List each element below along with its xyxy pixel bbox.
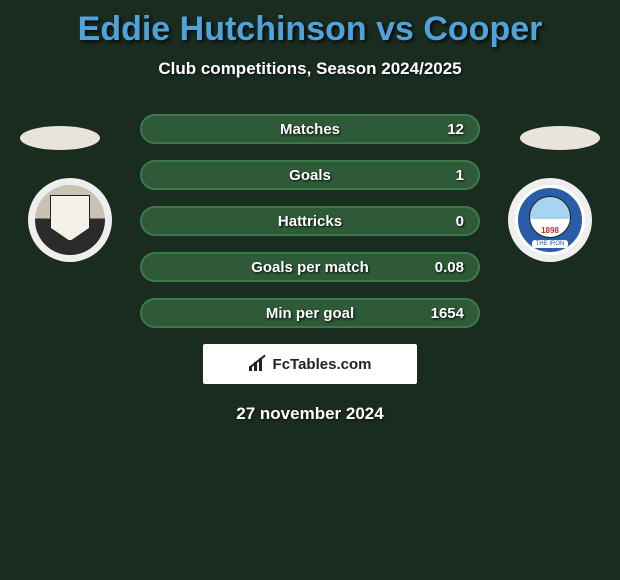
chart-icon xyxy=(249,357,267,371)
stat-value: 0 xyxy=(456,213,464,230)
stat-value: 0.08 xyxy=(435,259,464,276)
stat-label: Min per goal xyxy=(266,305,354,322)
stat-label: Hattricks xyxy=(278,213,342,230)
attribution-text: FcTables.com xyxy=(273,356,372,373)
crest-left xyxy=(28,178,112,262)
stat-row: Goals per match 0.08 xyxy=(140,252,480,282)
crest-right: 1898 THE IRON xyxy=(508,178,592,262)
stat-row: Goals 1 xyxy=(140,160,480,190)
date: 27 november 2024 xyxy=(0,404,620,424)
crest-left-inner xyxy=(35,185,105,255)
player-right-oval xyxy=(520,126,600,150)
subtitle: Club competitions, Season 2024/2025 xyxy=(0,59,620,79)
crest-right-inner: 1898 THE IRON xyxy=(515,185,585,255)
stat-label: Matches xyxy=(280,121,340,138)
stat-value: 1654 xyxy=(431,305,464,322)
attribution-badge[interactable]: FcTables.com xyxy=(203,344,417,384)
page-title: Eddie Hutchinson vs Cooper xyxy=(0,0,620,49)
stat-row: Matches 12 xyxy=(140,114,480,144)
stat-label: Goals xyxy=(289,167,331,184)
stats-container: Matches 12 Goals 1 Hattricks 0 Goals per… xyxy=(140,114,480,328)
player-left-oval xyxy=(20,126,100,150)
stat-value: 1 xyxy=(456,167,464,184)
shield-icon xyxy=(50,195,90,241)
crest-motto: THE IRON xyxy=(532,240,569,248)
stat-row: Min per goal 1654 xyxy=(140,298,480,328)
crest-year: 1898 xyxy=(541,226,559,235)
stat-value: 12 xyxy=(447,121,464,138)
stat-label: Goals per match xyxy=(251,259,369,276)
stat-row: Hattricks 0 xyxy=(140,206,480,236)
